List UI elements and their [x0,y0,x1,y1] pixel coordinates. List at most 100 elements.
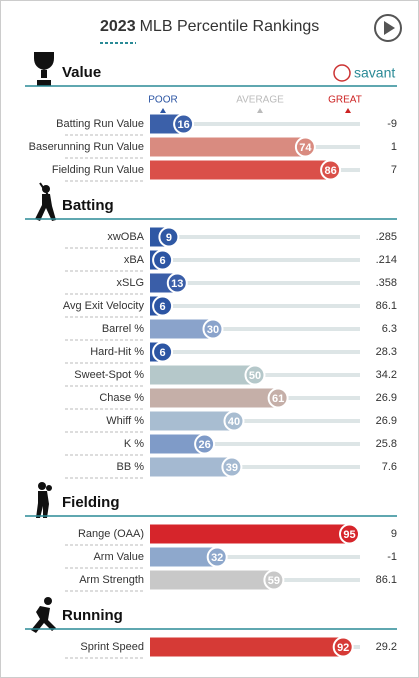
legend-marker [257,108,263,113]
stat-label: Chase % [99,392,144,404]
stat-label: Baserunning Run Value [29,141,144,153]
percentile-bar [150,411,234,431]
legend-poor: POOR [148,95,177,106]
stat-label: Hard-Hit % [90,346,144,358]
percentile-circle [202,318,224,340]
percentile-circle [152,295,174,317]
percentile-label: 13 [171,278,183,290]
percentile-label: 16 [177,119,189,131]
stat-value: 7 [391,164,397,176]
stat-value: 29.2 [376,641,397,653]
percentile-circle [221,456,243,478]
stat-value: 25.8 [376,438,397,450]
percentile-label: 92 [337,642,349,654]
percentile-label: 86 [324,165,336,177]
title: 2023 MLB Percentile Rankings [100,18,319,35]
percentile-label: 6 [160,347,166,359]
percentile-label: 30 [207,324,219,336]
play-circle[interactable] [374,14,402,42]
stat-value: 26.9 [376,415,397,427]
percentile-circle [206,546,228,568]
percentile-circle [173,113,195,135]
section-title: Value [62,64,101,81]
stat-label: xBA [124,254,145,266]
percentile-label: 40 [228,416,240,428]
percentile-circle [223,410,245,432]
stat-label: Avg Exit Velocity [63,300,145,312]
percentile-circle [294,136,316,158]
stat-label: Range (OAA) [78,528,144,540]
percentile-label: 6 [160,301,166,313]
percentile-bar [150,160,331,180]
percentile-bar [150,457,232,477]
percentile-circle [166,272,188,294]
savant-logo: savant [333,64,395,82]
play-button[interactable] [374,14,402,42]
legend-marker [160,108,166,113]
title-year: 2023 [100,18,136,35]
trophy-icon [34,52,54,86]
stat-value: .285 [376,231,397,243]
percentile-bar [150,365,255,385]
stat-value: 9 [391,528,397,540]
percentile-circle [332,636,354,658]
percentile-label: 74 [299,142,312,154]
logo-text: savant [354,65,395,81]
stat-value: -1 [387,551,397,563]
percentile-label: 59 [268,575,280,587]
stat-label: Batting Run Value [56,118,144,130]
stat-value: 28.3 [376,346,397,358]
stat-value: .358 [376,277,397,289]
stat-label: Sprint Speed [80,641,144,653]
stat-label: K % [124,438,144,450]
percentile-bar [150,547,218,567]
percentile-circle [152,249,174,271]
play-icon[interactable] [384,21,395,35]
stat-label: Barrel % [102,323,144,335]
percentile-bar [150,570,274,590]
percentile-circle [339,523,360,545]
percentile-label: 39 [226,462,238,474]
logo-ball [333,64,351,82]
legend-average: AVERAGE [236,95,284,106]
stat-label: Arm Value [93,551,144,563]
percentile-label: 61 [272,393,284,405]
section-title: Batting [62,197,114,214]
legend-great: GREAT [328,95,362,106]
title-text: MLB Percentile Rankings [140,18,320,35]
stat-value: -9 [387,118,397,130]
legend-marker [345,108,351,113]
percentile-bar [150,524,350,544]
stat-label: xSLG [116,277,144,289]
stat-label: Fielding Run Value [52,164,144,176]
percentile-bar [150,388,279,408]
section-title: Fielding [62,494,120,511]
percentile-circle [244,364,266,386]
percentile-circle [263,569,285,591]
stat-label: Arm Strength [79,574,144,586]
percentile-bar [150,137,306,157]
percentile-circle [152,341,174,363]
percentile-label: 50 [249,370,261,382]
runner-icon [31,597,56,633]
fielder-icon [36,482,52,518]
stat-value: 34.2 [376,369,397,381]
stat-value: 86.1 [376,300,397,312]
stat-value: 6.3 [382,323,397,335]
stat-value: 26.9 [376,392,397,404]
stat-value: 86.1 [376,574,397,586]
batter-icon [35,182,56,221]
percentile-bar [150,637,344,657]
stat-label: Sweet-Spot % [74,369,144,381]
stat-label: xwOBA [107,231,144,243]
stat-label: BB % [116,461,144,473]
percentile-circle [267,387,289,409]
stat-value: .214 [376,254,397,266]
percentile-circle [158,226,180,248]
percentile-label: 95 [343,529,355,541]
section-title: Running [62,607,123,624]
stat-label: Whiff % [106,415,144,427]
percentile-circle [194,433,216,455]
